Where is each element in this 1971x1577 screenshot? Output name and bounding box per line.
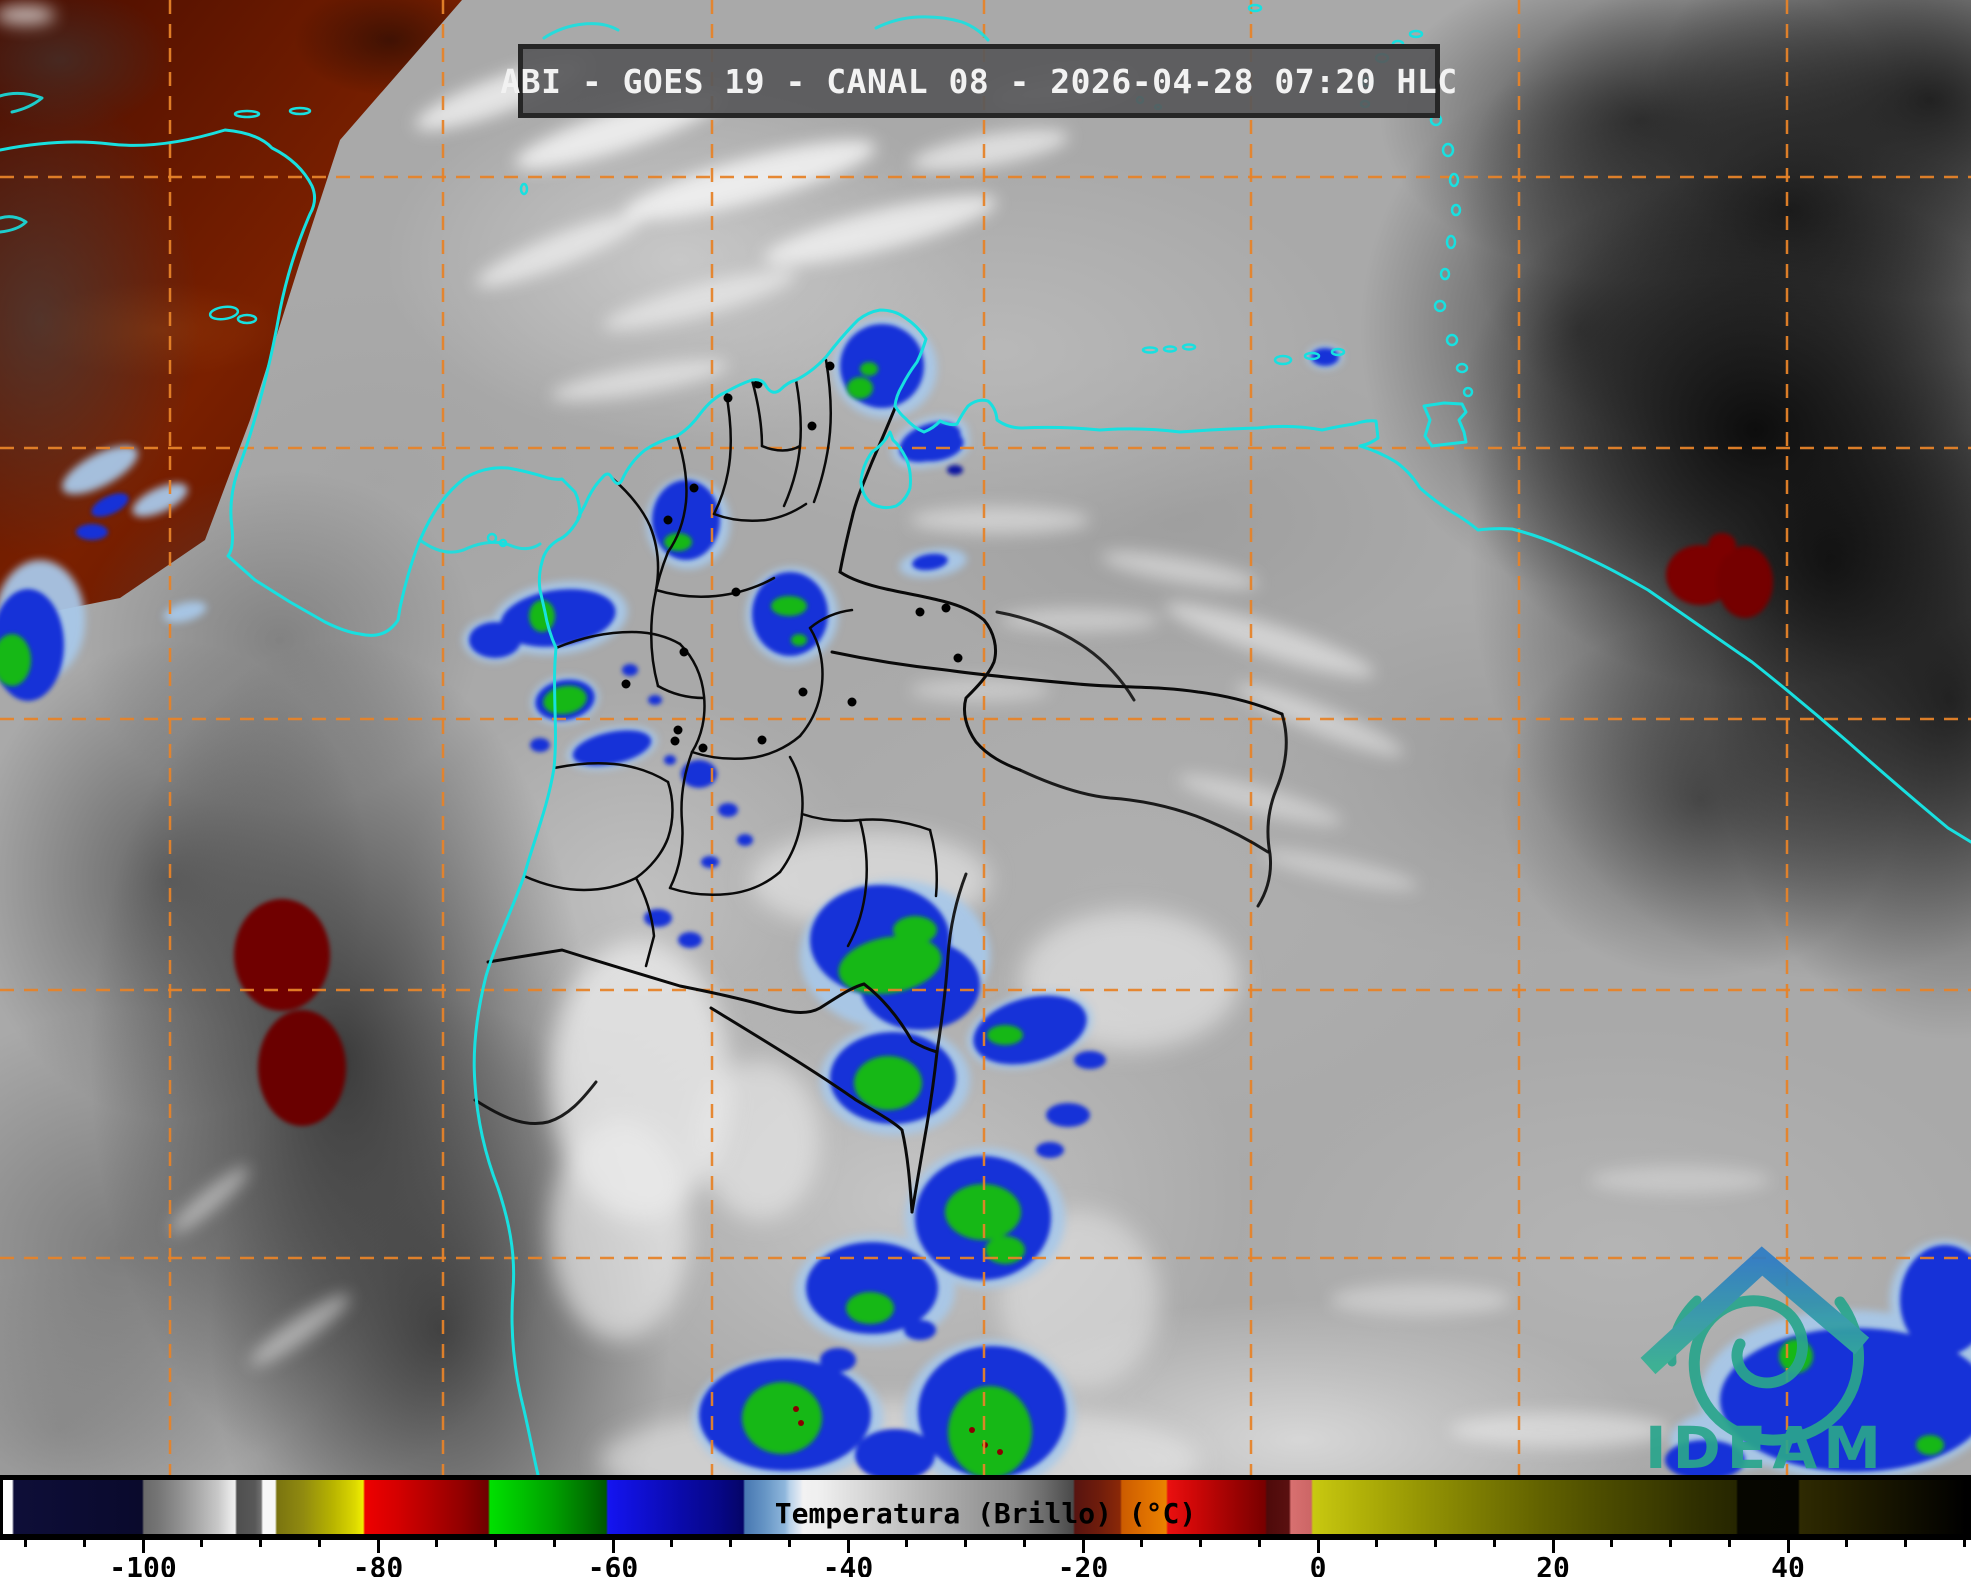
trinidad-island <box>1422 401 1468 448</box>
major-tick <box>1786 1540 1790 1553</box>
cold-cloud-fringe <box>0 318 1971 1475</box>
caribbean-coast <box>576 308 1971 844</box>
ideam-mountain-icon <box>1640 1246 1870 1375</box>
colorbar-frame-top <box>0 1475 1971 1480</box>
major-tick <box>611 1540 615 1553</box>
minor-tick <box>1845 1540 1849 1547</box>
tick-label: 20 <box>1536 1551 1570 1577</box>
major-tick <box>141 1540 145 1553</box>
minor-tick <box>552 1540 556 1547</box>
left-edge-coast-2 <box>0 215 28 234</box>
minor-tick <box>494 1540 497 1547</box>
tick-label: 0 <box>1309 1551 1327 1577</box>
major-tick <box>846 1540 850 1553</box>
major-tick <box>376 1540 380 1553</box>
minor-tick <box>435 1540 439 1547</box>
hispaniola-coast <box>874 15 990 42</box>
title-text: ABI - GOES 19 - CANAL 08 - 2026-04-28 07… <box>500 61 1458 101</box>
temperature-scale-gradient <box>3 1480 1966 1534</box>
minor-tick <box>905 1540 909 1547</box>
panama-coast <box>398 466 582 650</box>
ideam-logo-text: IDEAM <box>1645 1414 1887 1475</box>
panama-gulf <box>418 538 542 554</box>
minor-tick <box>1375 1540 1379 1547</box>
major-tick <box>1316 1540 1320 1553</box>
colorbar-body: Temperatura (Brillo) (°C) <box>0 1480 1971 1534</box>
bright-cloud-streaks <box>0 5 1770 1448</box>
minor-tick <box>670 1540 674 1547</box>
minor-tick <box>1727 1540 1731 1547</box>
city-markers <box>621 361 963 753</box>
graticule <box>0 0 1971 1475</box>
colorbar-ticks: -100 -80 -60 -40 -20 0 20 40 <box>0 1540 1971 1577</box>
department-borders <box>522 358 938 968</box>
tick-label: 40 <box>1771 1551 1805 1577</box>
warm-red-blobs <box>234 533 1773 1126</box>
satellite-map: IDEAM ABI - GOES 19 - CANAL 08 - 2026-04… <box>0 0 1971 1475</box>
colorbar: Temperatura (Brillo) (°C) -100 -80 -60 -40-… <box>0 1475 1971 1577</box>
minor-tick <box>1610 1540 1614 1547</box>
colorbar-frame-bottom <box>0 1534 1971 1540</box>
minor-tick <box>964 1540 967 1547</box>
title-bar: ABI - GOES 19 - CANAL 08 - 2026-04-28 07… <box>500 44 1457 118</box>
tick-label: -60 <box>587 1551 639 1577</box>
tick-label: -40 <box>822 1551 874 1577</box>
minor-tick <box>1669 1540 1672 1547</box>
minor-tick <box>317 1540 321 1547</box>
tick-label: -80 <box>352 1551 404 1577</box>
minor-tick <box>1257 1540 1261 1547</box>
ideam-spiral-icon <box>1688 1295 1864 1446</box>
map-overlay-svg: IDEAM <box>0 0 1971 1475</box>
major-tick <box>1081 1540 1085 1553</box>
country-department-borders <box>473 406 1288 1214</box>
minor-tick <box>1140 1540 1144 1547</box>
lake-maracaibo <box>859 430 912 510</box>
jamaica-coast <box>542 22 620 40</box>
minor-tick <box>787 1540 791 1547</box>
cold-cloud-blue <box>0 324 1971 1475</box>
minor-tick <box>1022 1540 1026 1547</box>
left-edge-coast-1 <box>0 91 44 114</box>
minor-tick <box>1904 1540 1907 1547</box>
tick-label: -100 <box>109 1551 177 1577</box>
colorbar-title: Temperatura (Brillo) (°C) <box>774 1497 1197 1530</box>
coastlines <box>0 15 1971 1475</box>
tick-label: -20 <box>1057 1551 1109 1577</box>
minor-tick <box>259 1540 262 1547</box>
minor-tick <box>24 1540 27 1547</box>
minor-tick <box>1962 1540 1966 1547</box>
ideam-logo: IDEAM <box>1640 1246 1887 1475</box>
minor-tick <box>1492 1540 1496 1547</box>
pacific-south-america-coast <box>472 646 558 1475</box>
major-tick <box>1551 1540 1555 1553</box>
minor-tick <box>82 1540 86 1547</box>
minor-tick <box>200 1540 204 1547</box>
minor-tick <box>1434 1540 1437 1547</box>
minor-tick <box>1199 1540 1202 1547</box>
central-america-coast <box>0 128 402 637</box>
minor-tick <box>729 1540 732 1547</box>
